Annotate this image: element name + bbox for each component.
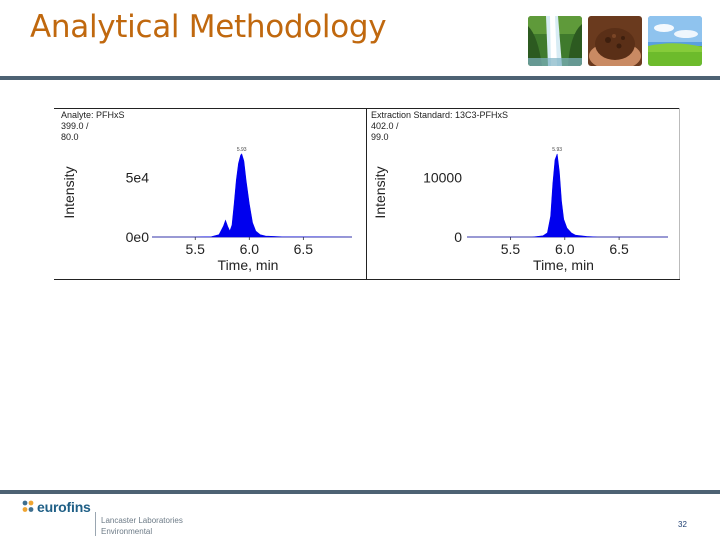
company-logo-text: eurofins — [37, 499, 91, 515]
y-tick-label: 0e0 — [126, 229, 150, 245]
lab-name-line1: Lancaster Laboratories — [101, 516, 183, 525]
page-title: Analytical Methodology — [30, 9, 387, 45]
x-axis-label: Time, min — [533, 257, 594, 273]
x-tick-label: 5.5 — [501, 241, 521, 257]
analyte-product-mass: 80.0 — [61, 132, 79, 142]
soil-in-hands-photo — [588, 16, 642, 66]
x-tick-label: 5.5 — [186, 241, 206, 257]
frame-right-edge — [679, 108, 680, 279]
x-tick-label: 6.0 — [240, 241, 260, 257]
lab-name-line2: Environmental — [101, 527, 153, 536]
eurofins-logo-icon — [22, 500, 34, 512]
x-tick-label: 6.0 — [555, 241, 575, 257]
footer-vertical-divider — [95, 512, 96, 536]
lab-name: Lancaster Laboratories Environmental — [101, 515, 183, 537]
standard-precursor-mass: 402.0 / — [371, 121, 399, 131]
peak-retention-label: 5.93 — [237, 147, 247, 153]
chromatogram-peak — [152, 153, 353, 238]
standard-name: Extraction Standard: 13C3-PFHxS — [371, 110, 509, 120]
analyte-name: Analyte: PFHxS — [61, 110, 125, 120]
header-divider — [0, 76, 720, 80]
peak-retention-label: 5.93 — [552, 147, 562, 153]
y-tick-label: 0 — [454, 229, 462, 245]
panel-divider — [366, 108, 367, 279]
y-axis-label: Intensity — [61, 166, 77, 218]
standard-product-mass: 99.0 — [371, 132, 389, 142]
standard-panel-header: Extraction Standard: 13C3-PFHxS 402.0 / … — [371, 110, 508, 143]
footer-divider — [0, 490, 720, 494]
y-tick-label: 10000 — [423, 170, 462, 186]
grass-field-photo — [648, 16, 702, 66]
analyte-chromatogram: Intensity 0e0 5e4 5.5 6.0 6.5 Time, min 5.93 — [61, 147, 353, 273]
x-tick-label: 6.5 — [294, 241, 314, 257]
x-tick-label: 6.5 — [609, 241, 629, 257]
y-tick-label: 5e4 — [126, 170, 150, 186]
standard-chromatogram: Intensity 0 10000 5.5 6.0 6.5 Time, min 5.93 — [372, 147, 668, 273]
analyte-panel-header: Analyte: PFHxS 399.0 / 80.0 — [61, 110, 125, 143]
y-axis-label: Intensity — [372, 166, 388, 218]
x-axis-label: Time, min — [218, 257, 279, 273]
waterfall-photo — [528, 16, 582, 66]
page-number: 32 — [678, 520, 687, 529]
chromatogram-frame — [54, 108, 680, 280]
chromatogram-peak — [467, 153, 668, 238]
analyte-precursor-mass: 399.0 / — [61, 121, 89, 131]
